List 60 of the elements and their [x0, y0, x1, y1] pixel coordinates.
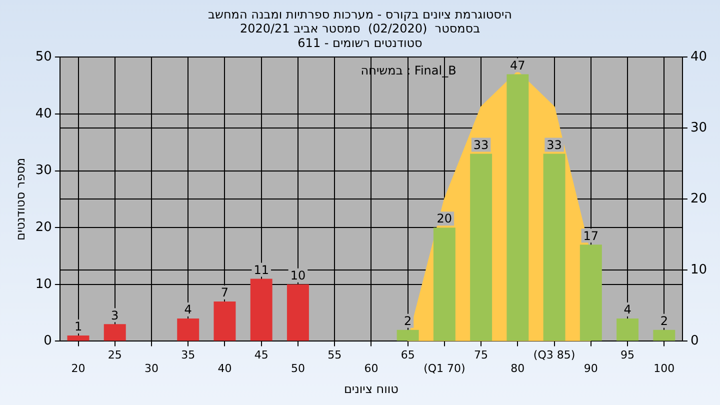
- x-tick-label: 90: [584, 362, 598, 375]
- x-tick-label: 55: [328, 348, 342, 362]
- bar: [286, 284, 309, 341]
- data-label: 7: [220, 286, 229, 300]
- y-tick-label: 20: [35, 220, 52, 235]
- data-label: 3: [111, 308, 119, 322]
- bar: [214, 301, 236, 341]
- data-label: 2: [660, 314, 668, 328]
- bar: [580, 244, 602, 341]
- data-label: 4: [184, 302, 192, 317]
- y2-tick-label: 10: [690, 262, 708, 278]
- y2-tick-label: 40: [690, 50, 708, 65]
- chart-title: היסטוגרמת ציונים בקורס - מערכות ספרתיות ומבנה המחשב: [208, 7, 512, 22]
- bar: [470, 154, 492, 341]
- bar: [506, 74, 529, 341]
- data-label: 33: [473, 138, 489, 152]
- data-label: 33: [546, 138, 562, 152]
- bar: [67, 336, 90, 341]
- bar: [396, 330, 419, 341]
- x-tick-label: 35: [181, 348, 196, 362]
- x-tick-label: (Q1 70): [424, 362, 466, 375]
- bar: [433, 228, 456, 341]
- x-tick-label: 75: [474, 348, 488, 362]
- y-tick-label: 30: [35, 163, 52, 178]
- bar: [653, 330, 676, 341]
- data-label: 4: [624, 302, 632, 317]
- bar: [543, 154, 566, 341]
- data-label: 20: [436, 212, 452, 226]
- y2-tick-label: 0: [690, 334, 699, 349]
- x-tick-label: 30: [144, 362, 158, 375]
- x-tick-label: 100: [654, 362, 675, 375]
- y-tick-label: 40: [35, 106, 52, 122]
- chart-subtitle: בסמסטר (02/2020) סמסטר אביב 2020/21 סטודנטים רשומים - 611: [240, 22, 480, 50]
- bar: [250, 278, 272, 341]
- x-tick-label: 40: [218, 362, 232, 375]
- x-tick-label: 60: [364, 362, 378, 375]
- data-label: 47: [510, 58, 526, 72]
- y2-tick-label: 20: [690, 192, 708, 207]
- bar: [104, 324, 126, 341]
- data-label: 1: [74, 320, 82, 334]
- y-tick-label: 0: [44, 334, 52, 349]
- x-tick-label: 95: [620, 348, 635, 362]
- x-axis-title: טווח ציונים: [344, 382, 399, 396]
- x-tick-label: 25: [108, 348, 122, 362]
- x-tick-label: 50: [290, 362, 305, 375]
- y-tick-label: 10: [35, 276, 52, 292]
- y-axis-title: מספר סטודנטים: [13, 158, 28, 241]
- y2-tick-label: 30: [690, 120, 708, 136]
- x-tick-label: 45: [254, 348, 268, 362]
- x-tick-label: (Q3 85): [533, 348, 576, 362]
- data-label: 10: [290, 268, 306, 283]
- x-tick-label: 20: [71, 362, 86, 375]
- y-tick-label: 50: [35, 50, 52, 65]
- bar: [177, 318, 200, 341]
- data-label: 11: [254, 262, 269, 277]
- bar: [616, 318, 639, 341]
- data-label: 17: [583, 228, 599, 243]
- x-tick-label: 80: [510, 362, 525, 375]
- x-tick-label: 65: [400, 348, 415, 362]
- data-label: 2: [404, 314, 412, 328]
